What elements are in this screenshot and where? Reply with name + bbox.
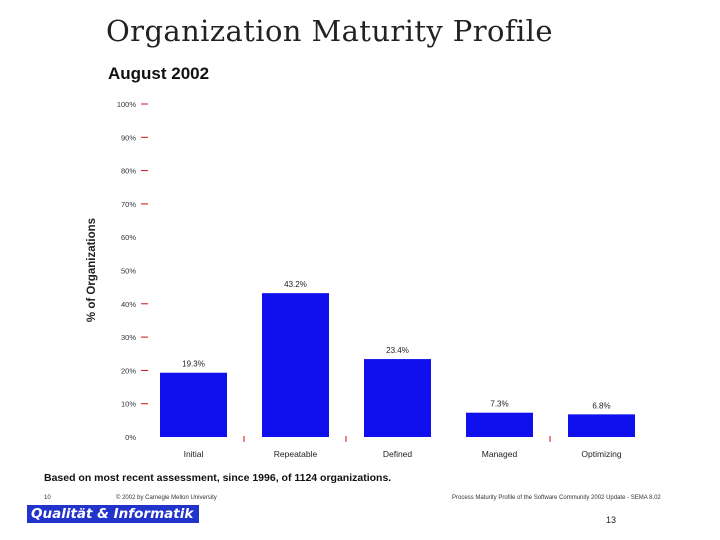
y-tick-label: 40% [121,300,136,309]
y-tick-label: 100% [117,100,137,109]
logo-text: Qualität & Informatik [31,506,194,522]
slide-title: Organization Maturity Profile [106,14,553,48]
chart-footnote: Based on most recent assessment, since 1… [44,472,392,484]
bar-initial [160,372,227,437]
data-label: 7.3% [490,400,508,409]
y-tick-label: 80% [121,167,136,176]
data-label: 43.2% [284,280,307,289]
bar-repeatable [262,293,329,437]
bar-defined [364,359,431,437]
data-label: 6.8% [592,401,610,410]
bar-optimizing [568,414,635,437]
footer-copyright: © 2002 by Carnegie Mellon University [116,495,217,501]
y-tick-label: 20% [121,366,136,375]
bar-chart: % of Organizations 0% 10% 20% 30% 40% 50% 60% 70… [86,100,635,459]
footer-source: Process Maturity Profile of the Software… [452,495,661,501]
data-label: 19.3% [182,360,205,369]
company-logo: Qualität & Informatik [27,505,199,523]
y-tick-label: 50% [121,267,136,276]
bar-managed [466,412,533,437]
y-tick-label: 90% [121,133,136,142]
footer-page-left: 10 [44,495,51,501]
y-tick-label: 70% [121,200,136,209]
y-tick-label: 60% [121,233,136,242]
x-tick-label: Managed [482,449,518,459]
x-tick-label: Optimizing [581,449,621,459]
x-tick-label: Initial [184,449,204,459]
y-tick-label: 30% [121,333,136,342]
x-tick-label: Repeatable [274,449,318,459]
y-axis-label: % of Organizations [86,218,98,322]
chart-subtitle: August 2002 [108,64,210,83]
page-number: 13 [606,515,617,525]
x-tick-label: Defined [383,449,413,459]
y-tick-label: 10% [121,400,136,409]
y-tick-label: 0% [125,433,136,442]
data-label: 23.4% [386,346,409,355]
